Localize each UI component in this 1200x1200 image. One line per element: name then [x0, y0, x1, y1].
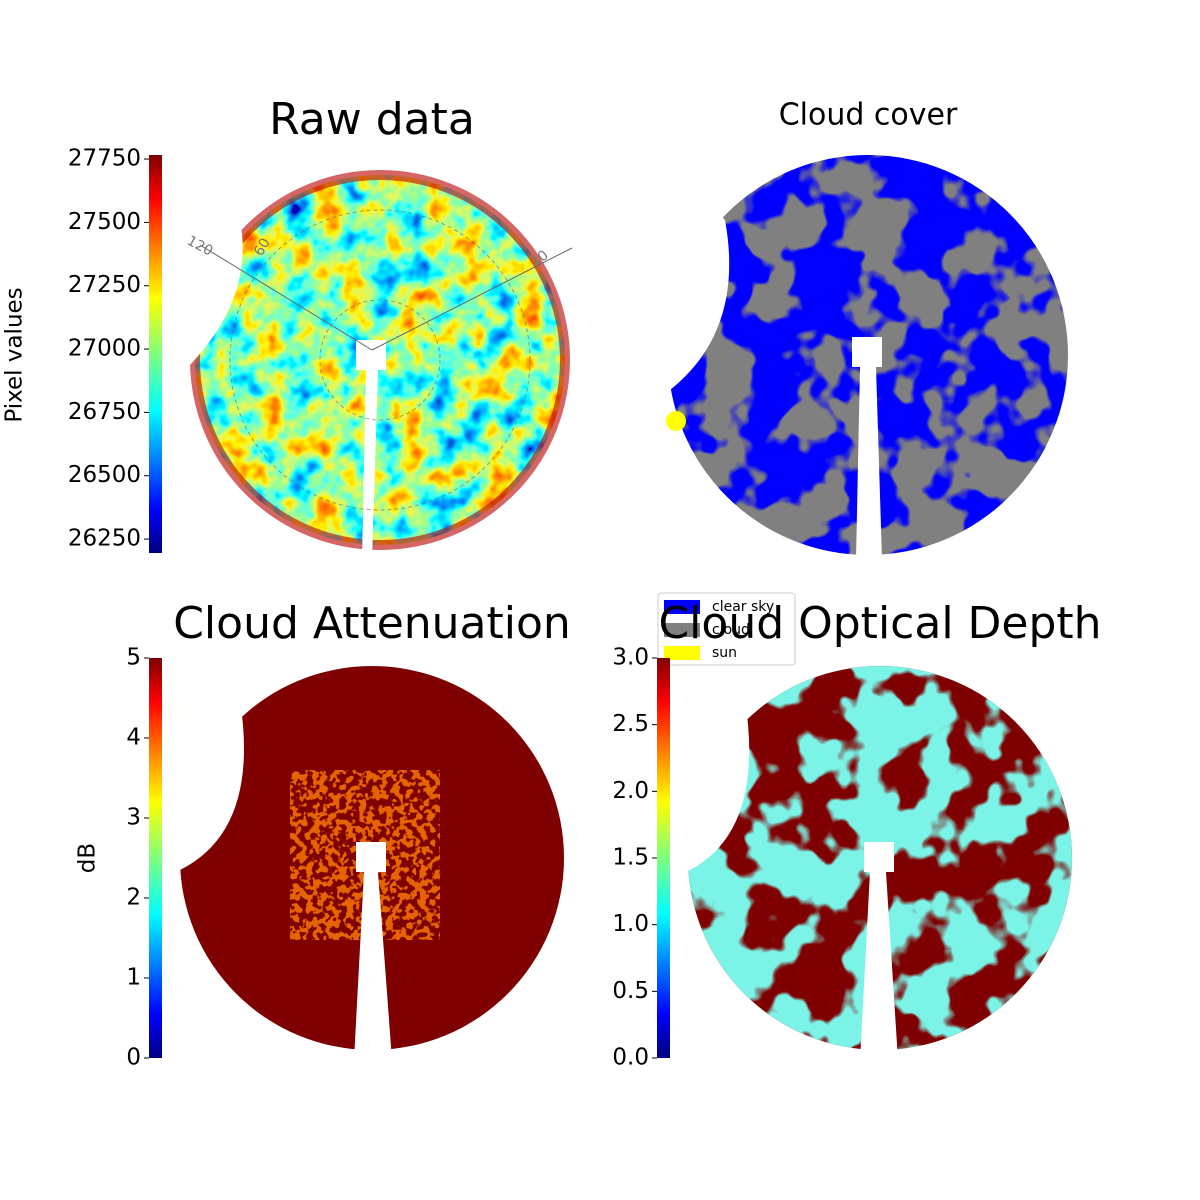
chart-title: Cloud cover [779, 98, 958, 133]
colorbar-tick-label: 3 [126, 805, 141, 831]
colorbar-tick-label: 0.0 [612, 1045, 649, 1071]
colorbar-tick-label: 2.0 [612, 778, 649, 804]
colorbar-label: Pixel values [2, 287, 28, 422]
raw-image [185, 170, 573, 560]
colorbar [657, 658, 670, 1058]
colorbar-tick-label: 2 [126, 885, 141, 911]
colorbar-tick-label: 27250 [68, 272, 141, 298]
colorbar-tick-label: 27500 [68, 209, 141, 235]
colorbar-tick-label: 26250 [68, 526, 141, 552]
legend-swatch [664, 646, 700, 660]
polar-annotation: 60 [251, 236, 274, 259]
attenuation-image [170, 660, 564, 1060]
cod-image [680, 660, 1072, 1060]
legend-swatch [664, 600, 700, 614]
colorbar [149, 155, 162, 553]
colorbar-tick-label: 1.0 [612, 911, 649, 937]
colorbar-tick-label: 3.0 [612, 645, 649, 671]
chart-title: Cloud Optical Depth [658, 598, 1101, 649]
colorbar-tick-label: 26750 [68, 399, 141, 425]
chart-title: Cloud Attenuation [173, 598, 571, 649]
colorbar-label: dB [75, 843, 101, 873]
legend-label: clear sky [712, 599, 774, 615]
cloud-cover-image [660, 150, 1068, 560]
legend-label: cloud [712, 622, 750, 638]
colorbar-tick-label: 1.5 [612, 845, 649, 871]
colorbar-tick-label: 0.5 [612, 978, 649, 1004]
colorbar-tick-label: 1 [126, 965, 141, 991]
colorbar-tick-label: 5 [126, 645, 141, 671]
legend-swatch [664, 623, 700, 637]
colorbar-tick-label: 4 [126, 725, 141, 751]
colorbar-tick-label: 0 [126, 1045, 141, 1071]
colorbar [149, 658, 162, 1058]
colorbar-tick-label: 2.5 [612, 711, 649, 737]
colorbar-tick-label: 27750 [68, 146, 141, 172]
legend-label: sun [712, 645, 737, 661]
chart-title: Raw data [269, 94, 475, 145]
colorbar-tick-label: 26500 [68, 462, 141, 488]
colorbar-tick-label: 27000 [68, 336, 141, 362]
